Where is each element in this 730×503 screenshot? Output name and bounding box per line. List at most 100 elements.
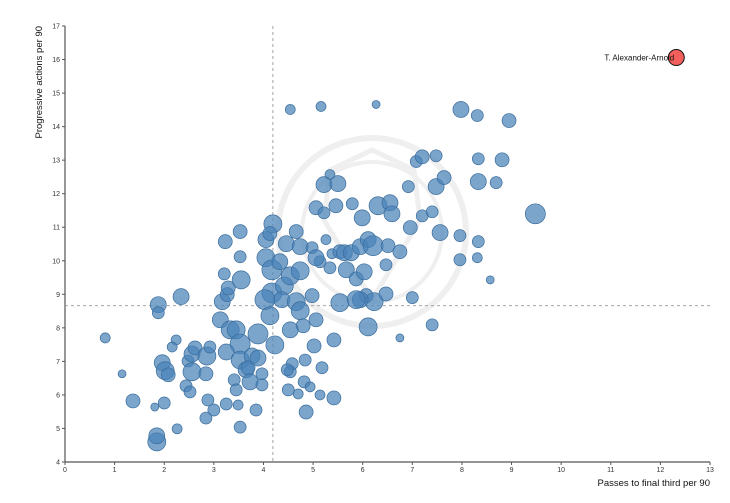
- x-tick-label: 0: [63, 467, 67, 474]
- y-tick-label: 15: [52, 91, 60, 98]
- data-point: [217, 343, 235, 361]
- data-point: [150, 402, 160, 412]
- data-point: [471, 252, 483, 264]
- data-point: [379, 258, 393, 272]
- data-point: [187, 340, 203, 356]
- data-point: [219, 397, 233, 411]
- data-point: [329, 175, 347, 192]
- data-point: [345, 197, 359, 211]
- data-point: [337, 261, 355, 279]
- data-point: [117, 369, 127, 379]
- data-point: [485, 275, 495, 285]
- x-tick-label: 7: [410, 467, 414, 474]
- data-point: [304, 288, 320, 303]
- data-point: [291, 238, 309, 256]
- data-point: [233, 250, 247, 264]
- data-point: [207, 403, 221, 417]
- data-point: [315, 101, 327, 112]
- x-tick-label: 6: [361, 467, 365, 474]
- data-point: [326, 332, 342, 348]
- data-point: [290, 301, 310, 321]
- data-point: [425, 205, 439, 219]
- x-tick-label: 2: [162, 467, 166, 474]
- data-point: [277, 235, 295, 253]
- data-point: [501, 113, 517, 128]
- data-point: [525, 203, 546, 225]
- data-point: [429, 149, 443, 163]
- data-point: [392, 244, 408, 260]
- data-point: [380, 238, 396, 254]
- x-tick-label: 13: [706, 467, 714, 474]
- data-point: [494, 152, 510, 168]
- data-point: [383, 205, 401, 223]
- data-point: [292, 388, 304, 400]
- data-point: [255, 367, 269, 381]
- data-point: [183, 385, 197, 399]
- data-point: [405, 291, 419, 305]
- data-point: [306, 338, 322, 354]
- data-point: [431, 224, 449, 241]
- data-point: [362, 235, 384, 257]
- highlight-point: [667, 49, 685, 67]
- x-tick-label: 1: [113, 467, 117, 474]
- data-point: [290, 261, 310, 281]
- data-point: [148, 427, 166, 445]
- y-tick-label: 16: [52, 57, 60, 64]
- data-point: [201, 393, 215, 407]
- data-point: [232, 224, 248, 239]
- data-point: [353, 209, 371, 227]
- data-point: [401, 180, 415, 193]
- data-point: [304, 381, 316, 393]
- data-point: [326, 390, 342, 406]
- data-point: [217, 267, 231, 281]
- data-point: [255, 378, 269, 392]
- data-point: [241, 373, 259, 391]
- data-point: [199, 411, 213, 425]
- data-point: [315, 361, 329, 375]
- x-tick-label: 12: [656, 467, 664, 474]
- data-point: [260, 306, 280, 326]
- data-point: [281, 383, 295, 397]
- data-point: [470, 109, 484, 122]
- x-tick-label: 4: [262, 467, 266, 474]
- data-point: [247, 323, 269, 345]
- y-tick-label: 8: [56, 325, 60, 332]
- data-point: [220, 280, 236, 296]
- data-point: [395, 333, 405, 343]
- data-point: [265, 335, 285, 355]
- data-point: [172, 288, 190, 306]
- data-point: [157, 396, 171, 410]
- data-point: [288, 224, 304, 239]
- y-tick-label: 14: [52, 124, 60, 131]
- data-point: [452, 101, 470, 118]
- x-axis-label: Passes to final third per 90: [598, 478, 710, 489]
- data-point: [471, 152, 485, 166]
- data-point: [125, 393, 141, 409]
- data-point: [232, 399, 244, 411]
- x-tick-label: 8: [460, 467, 464, 474]
- data-point: [317, 206, 331, 220]
- data-point: [249, 349, 267, 367]
- data-point: [414, 149, 430, 165]
- y-tick-label: 4: [56, 460, 60, 467]
- y-tick-label: 6: [56, 392, 60, 399]
- data-point: [436, 170, 452, 185]
- data-point: [453, 253, 467, 267]
- data-point: [307, 249, 325, 267]
- data-point: [281, 321, 299, 339]
- data-point: [320, 234, 332, 245]
- y-tick-label: 12: [52, 191, 60, 198]
- data-point: [378, 286, 394, 302]
- data-point: [182, 362, 202, 382]
- data-point: [328, 198, 344, 214]
- y-tick-label: 10: [52, 258, 60, 265]
- data-point: [358, 317, 378, 337]
- y-tick-label: 13: [52, 158, 60, 165]
- data-point: [323, 261, 337, 275]
- y-tick-label: 9: [56, 292, 60, 299]
- data-point: [99, 332, 111, 344]
- data-point: [371, 100, 381, 109]
- data-point: [284, 104, 296, 115]
